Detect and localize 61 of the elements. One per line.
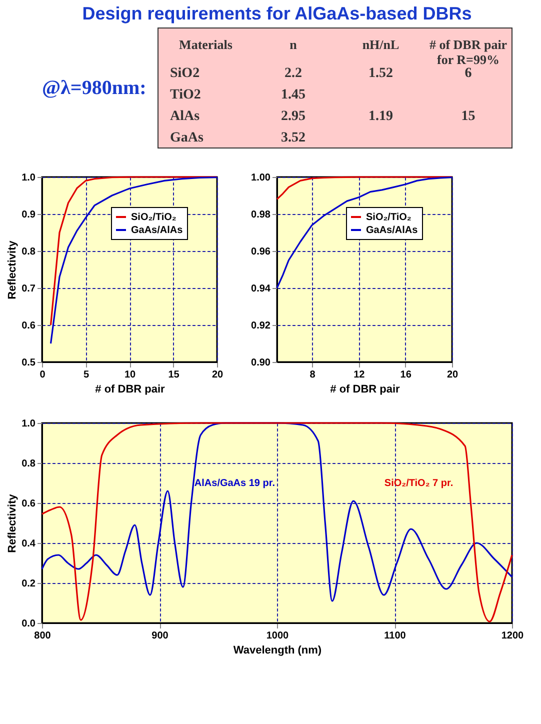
x-axis-title: # of DBR pair <box>95 384 166 396</box>
text: 15 <box>461 108 476 124</box>
x-tick-label: 1100 <box>384 630 406 642</box>
legend-label: GaAs/AlAs <box>366 225 418 236</box>
x-axis-title: Wavelength (nm) <box>233 644 322 656</box>
y-tick-label: 0.90 <box>251 358 271 368</box>
category-label: SiO2 <box>170 66 200 81</box>
x-tick-label: 800 <box>34 630 52 642</box>
x-tick-label: 5 <box>83 370 90 380</box>
text: 1.19 <box>368 108 393 124</box>
y-tick-label: 0.6 <box>22 320 36 332</box>
y-tick-label: 0.5 <box>22 358 36 368</box>
category-label: GaAs <box>170 130 204 146</box>
x-tick-label: 1200 <box>501 630 524 642</box>
y-axis-title: Reflectivity <box>6 240 19 300</box>
category-label: TiO2 <box>170 87 201 102</box>
category-label: # of DBR pair for R=99% <box>429 37 508 68</box>
x-tick-label: 20 <box>446 370 458 380</box>
legend-label: GaAs/AlAs <box>131 225 184 236</box>
series-label: SiO₂/TiO₂ 7 pr. <box>384 478 454 489</box>
text: @λ=980nm: <box>42 77 146 99</box>
y-tick-label: 0.9 <box>22 210 36 220</box>
category-label: n <box>290 37 298 52</box>
y-tick-label: 0.6 <box>22 498 36 510</box>
legend-label: SiO₂/TiO₂ <box>131 212 176 223</box>
category-label: nH/nL <box>362 37 400 52</box>
text: 1.52 <box>368 66 393 81</box>
y-tick-label: 0.7 <box>22 284 36 294</box>
x-tick-label: 20 <box>212 370 224 380</box>
text: 2.95 <box>281 108 306 124</box>
x-tick-label: 16 <box>400 370 412 380</box>
x-tick-label: 10 <box>124 370 136 380</box>
text: Design requirements for AlGaAs-based DBRs <box>82 4 472 24</box>
series-label: AlAs/GaAs 19 pr. <box>194 478 276 489</box>
text: 2.2 <box>284 66 302 81</box>
y-tick-label: 0.8 <box>22 458 36 470</box>
y-tick-label: 0.8 <box>22 246 36 258</box>
text: 3.52 <box>281 130 306 146</box>
y-tick-label: 0.2 <box>22 578 36 590</box>
y-tick-label: 0.96 <box>251 246 271 258</box>
y-axis-title: Reflectivity <box>6 493 19 553</box>
x-tick-label: 1000 <box>266 630 290 642</box>
y-tick-label: 0.0 <box>22 618 36 630</box>
y-tick-label: 0.92 <box>251 320 271 332</box>
x-tick-label: 0 <box>40 370 46 380</box>
y-tick-label: 1.0 <box>22 418 36 430</box>
x-tick-label: 900 <box>152 630 169 642</box>
y-tick-label: 1.00 <box>251 172 271 184</box>
y-tick-label: 0.4 <box>22 538 36 550</box>
y-tick-label: 0.94 <box>251 284 271 294</box>
y-tick-label: 1.0 <box>22 172 36 184</box>
category-label: Materials <box>179 37 232 52</box>
x-axis-title: # of DBR pair <box>330 384 401 396</box>
text: 6 <box>464 66 472 81</box>
text: 1.45 <box>281 87 306 102</box>
x-tick-label: 8 <box>310 370 316 380</box>
x-tick-label: 12 <box>354 370 366 380</box>
legend-label: SiO₂/TiO₂ <box>366 212 412 223</box>
y-tick-label: 0.98 <box>251 210 271 220</box>
x-tick-label: 15 <box>168 370 180 380</box>
category-label: AlAs <box>170 108 200 124</box>
